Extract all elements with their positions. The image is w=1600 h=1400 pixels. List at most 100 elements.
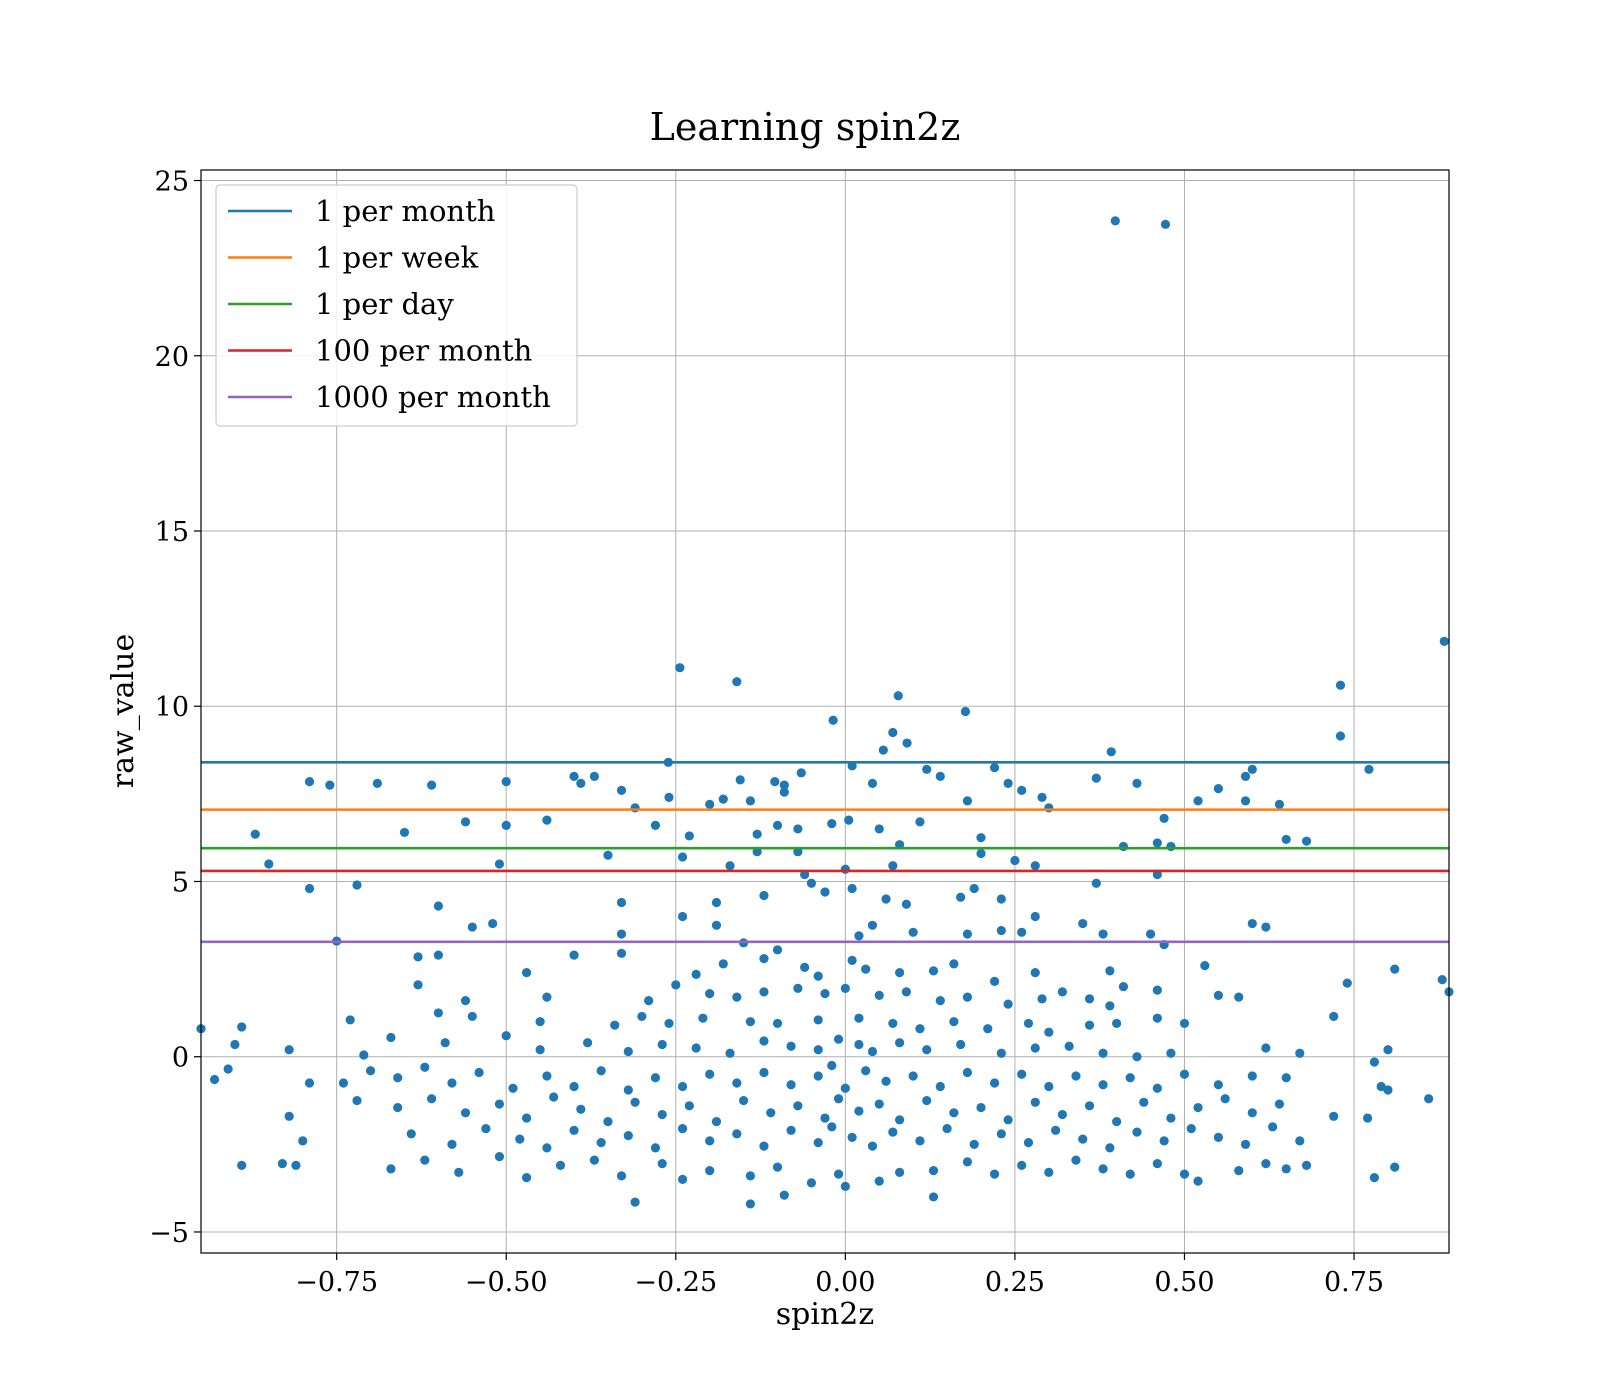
scatter-point — [657, 1159, 667, 1169]
scatter-point — [779, 780, 789, 790]
scatter-point — [623, 1130, 633, 1141]
scatter-point — [650, 1143, 661, 1153]
scatter-point — [657, 1109, 667, 1120]
scatter-point — [711, 897, 722, 908]
scatter-point — [759, 1067, 769, 1078]
scatter-point — [1112, 1116, 1122, 1127]
scatter-point — [813, 1045, 823, 1055]
scatter-point — [542, 815, 552, 825]
scatter-point — [827, 1060, 837, 1071]
scatter-point — [989, 1078, 1000, 1088]
legend-label: 1 per month — [315, 194, 495, 228]
scatter-point — [705, 1069, 715, 1079]
scatter-point — [908, 1071, 918, 1081]
scatter-point — [705, 1166, 715, 1176]
scatter-point — [813, 971, 823, 981]
scatter-point — [976, 833, 986, 843]
scatter-point — [684, 831, 694, 841]
scatter-point — [847, 955, 857, 965]
scatter-point — [230, 1039, 240, 1050]
scatter-point — [915, 1136, 925, 1146]
scatter-point — [1118, 982, 1129, 992]
scatter-point — [828, 715, 838, 725]
scatter-point — [1159, 813, 1169, 823]
scatter-point — [420, 1155, 430, 1165]
scatter-point — [895, 1038, 905, 1048]
scatter-point — [962, 796, 973, 806]
scatter-point — [956, 1039, 966, 1050]
scatter-point — [1335, 731, 1346, 741]
scatter-point — [793, 824, 803, 834]
scatter-point — [542, 1071, 552, 1081]
y-tick-label: 20 — [155, 342, 189, 373]
scatter-point — [1064, 1041, 1074, 1051]
scatter-point — [1234, 992, 1244, 1002]
scatter-point — [1132, 1052, 1142, 1062]
scatter-point — [630, 803, 640, 813]
scatter-point — [705, 989, 715, 999]
scatter-point — [895, 1167, 905, 1177]
scatter-point — [1329, 1111, 1339, 1121]
scatter-point — [874, 990, 884, 1000]
scatter-point — [1132, 1127, 1142, 1137]
scatter-point — [237, 1022, 247, 1032]
legend-box — [215, 184, 578, 427]
scatter-point — [1179, 1069, 1190, 1079]
scatter-point — [386, 1164, 396, 1174]
scatter-point — [372, 778, 382, 788]
legend: 1 per month 1 per week 1 per day 100 per mo… — [215, 184, 578, 427]
scatter-point — [1152, 838, 1162, 848]
scatter-point — [664, 1018, 674, 1029]
scatter-point — [352, 880, 362, 890]
scatter-point — [949, 959, 959, 969]
scatter-point — [1139, 1097, 1149, 1107]
scatter-point — [1017, 785, 1027, 795]
scatter-point — [1145, 929, 1156, 939]
scatter-point — [867, 1046, 878, 1057]
scatter-point — [1213, 784, 1223, 794]
scatter-point — [962, 992, 973, 1002]
scatter-points — [196, 216, 1454, 1209]
scatter-point — [596, 1137, 606, 1148]
scatter-point — [949, 1017, 959, 1027]
scatter-point — [535, 1017, 545, 1027]
scatter-point — [576, 778, 586, 788]
scatter-point — [854, 1013, 864, 1023]
scatter-point — [352, 1095, 362, 1106]
scatter-point — [1071, 1071, 1081, 1081]
scatter-point — [1112, 1018, 1122, 1029]
scatter-point — [488, 918, 498, 929]
scatter-point — [1166, 1048, 1176, 1058]
y-tick-label: 0 — [172, 1043, 189, 1074]
scatter-point — [691, 1043, 701, 1053]
scatter-point — [962, 1067, 973, 1078]
scatter-point — [1301, 836, 1312, 846]
scatter-point — [996, 1129, 1006, 1139]
scatter-point — [616, 929, 627, 939]
scatter-point — [1010, 855, 1020, 866]
scatter-point — [820, 887, 830, 897]
chart-title: Learning spin2z — [650, 105, 961, 149]
scatter-point — [1274, 1099, 1285, 1109]
scatter-point — [1003, 778, 1013, 788]
scatter-point — [922, 1095, 932, 1106]
scatter-point — [867, 778, 878, 788]
scatter-point — [854, 1106, 864, 1116]
scatter-point — [800, 962, 810, 972]
scatter-point — [1098, 1080, 1108, 1090]
scatter-point — [844, 815, 854, 825]
scatter-point — [1003, 999, 1013, 1009]
scatter-point — [759, 987, 769, 997]
scatter-point — [237, 1160, 247, 1170]
scatter-point — [1200, 961, 1210, 971]
scatter-point — [739, 1095, 749, 1106]
scatter-point — [786, 1041, 796, 1051]
scatter-point — [772, 820, 783, 831]
scatter-point — [935, 996, 945, 1006]
scatter-point — [413, 952, 423, 962]
scatter-point — [732, 677, 742, 687]
scatter-point — [325, 780, 335, 790]
scatter-point — [854, 931, 864, 941]
scatter-point — [732, 992, 742, 1002]
scatter-point — [501, 776, 511, 787]
